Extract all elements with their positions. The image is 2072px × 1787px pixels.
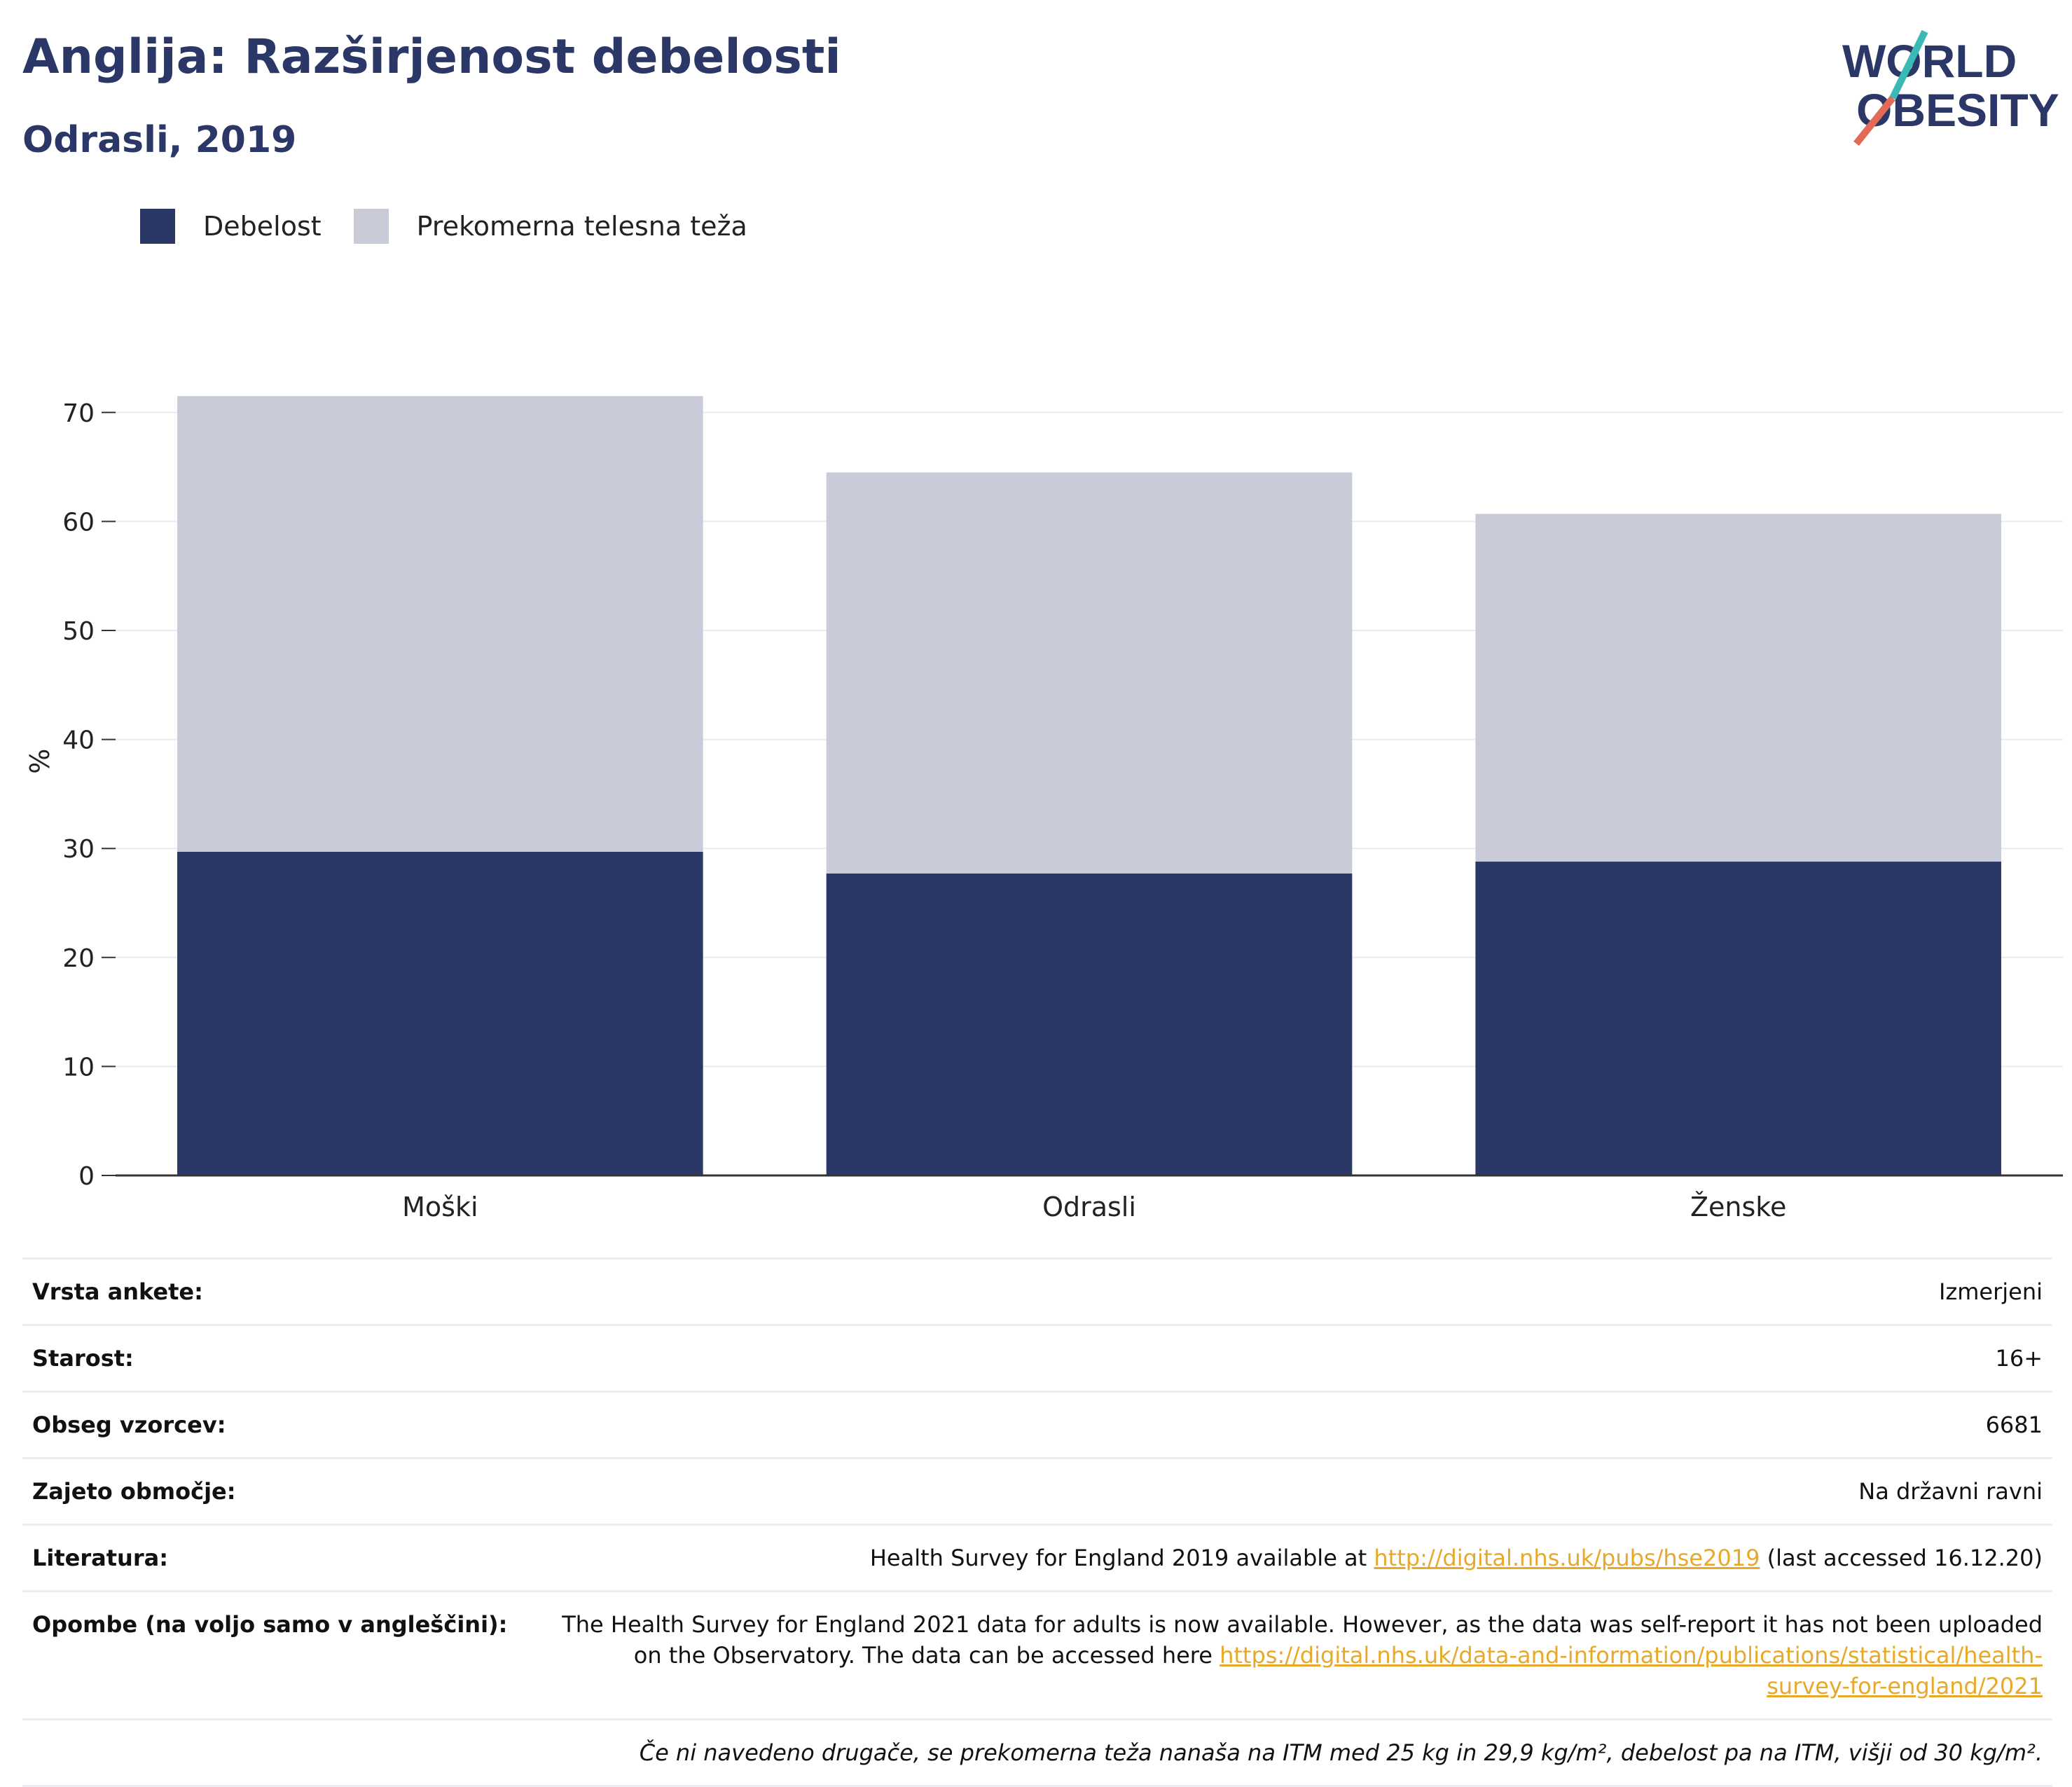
info-value: The Health Survey for England 2021 data …: [546, 1590, 2052, 1720]
info-value: 6681: [546, 1391, 2052, 1458]
legend-label-overweight: Prekomerna telesna teža: [416, 211, 747, 242]
y-tick-label: 70: [62, 399, 95, 428]
notes-link[interactable]: https://digital.nhs.uk/data-and-informat…: [1220, 1642, 2043, 1699]
info-row-footnote: Če ni navedeno drugače, se prekomerna te…: [22, 1718, 2052, 1787]
x-tick-label: Moški: [402, 1192, 478, 1219]
literature-link[interactable]: http://digital.nhs.uk/pubs/hse2019: [1374, 1545, 1760, 1571]
legend-swatch-overweight: [353, 209, 389, 244]
info-row-survey-type: Vrsta ankete: Izmerjeni: [22, 1257, 2052, 1325]
bar-obesity-3: [1475, 861, 2001, 1175]
literature-accessed: (last accessed 16.12.20): [1760, 1545, 2043, 1571]
info-row-literature: Literatura: Health Survey for England 20…: [22, 1524, 2052, 1592]
info-row-age: Starost: 16+: [22, 1324, 2052, 1392]
bar-overweight-2: [826, 472, 1353, 874]
info-value: Na državni ravni: [546, 1457, 2052, 1525]
survey-info-table: Vrsta ankete: Izmerjeni Starost: 16+ Obs…: [22, 1257, 2052, 1787]
info-row-area: Zajeto območje: Na državni ravni: [22, 1457, 2052, 1525]
footnote: Če ni navedeno drugače, se prekomerna te…: [22, 1718, 2052, 1787]
x-tick-label: Odrasli: [1042, 1192, 1136, 1219]
bar-obesity-1: [177, 851, 703, 1175]
info-value: Izmerjeni: [546, 1257, 2052, 1325]
bar-overweight-1: [177, 396, 703, 852]
notes-text: The Health Survey for England 2021 data …: [562, 1611, 2043, 1669]
info-row-sample-size: Obseg vzorcev: 6681: [22, 1391, 2052, 1458]
y-tick-label: 30: [62, 835, 95, 864]
y-tick-label: 10: [62, 1053, 95, 1082]
info-row-notes: Opombe (na voljo samo v angleščini): The…: [22, 1590, 2052, 1720]
legend-label-obesity: Debelost: [203, 211, 322, 242]
y-tick-label: 0: [78, 1162, 95, 1191]
info-key: Vrsta ankete:: [22, 1257, 546, 1325]
x-tick-label: Ženske: [1690, 1192, 1786, 1219]
legend-item-overweight[interactable]: Prekomerna telesna teža: [353, 209, 747, 244]
info-key: Opombe (na voljo samo v angleščini):: [22, 1590, 546, 1720]
y-tick-label: 40: [62, 726, 95, 755]
info-value: Health Survey for England 2019 available…: [546, 1524, 2052, 1592]
y-tick-label: 50: [62, 617, 95, 646]
info-key: Obseg vzorcev:: [22, 1391, 546, 1458]
logo-line2: OBESITY: [1856, 84, 2059, 136]
legend: Debelost Prekomerna telesna teža: [140, 209, 780, 244]
bar-obesity-2: [826, 873, 1353, 1175]
y-tick-label: 60: [62, 508, 95, 537]
legend-item-obesity[interactable]: Debelost: [140, 209, 322, 244]
literature-text: Health Survey for England 2019 available…: [869, 1545, 1374, 1571]
world-obesity-logo: WORLD OBESITY: [1842, 29, 2059, 146]
bar-overweight-3: [1475, 513, 2001, 862]
page-title: Anglija: Razširjenost debelosti: [22, 29, 841, 85]
info-key: Zajeto območje:: [22, 1457, 546, 1525]
info-value: 16+: [546, 1324, 2052, 1392]
legend-swatch-obesity: [140, 209, 175, 244]
logo-line1: WORLD: [1842, 35, 2017, 87]
info-key: Starost:: [22, 1324, 546, 1392]
page-subtitle: Odrasli, 2019: [22, 119, 297, 161]
y-axis-label: %: [25, 749, 55, 774]
y-tick-label: 20: [62, 944, 95, 973]
stacked-bar-chart: 0 10 20 30 40 50 60 70% Moški Odrasli Ženske: [25, 396, 2063, 1219]
info-key: Literatura:: [22, 1524, 546, 1592]
